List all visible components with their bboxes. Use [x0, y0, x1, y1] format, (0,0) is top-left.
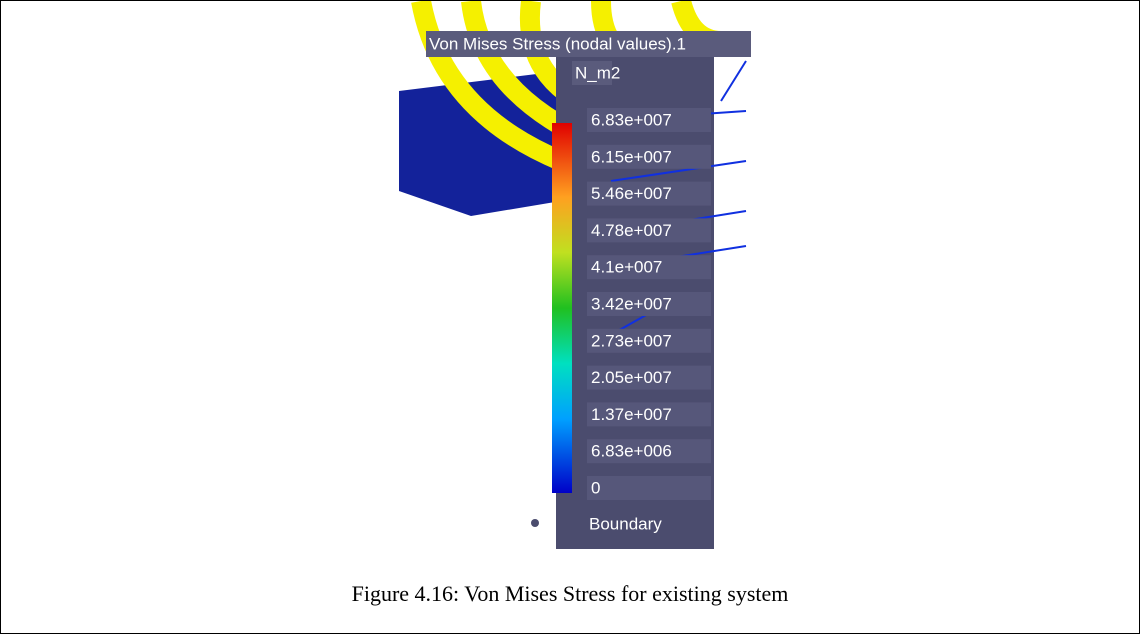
boundary-label: Boundary [589, 514, 662, 533]
document-page: Von Mises Stress (nodal values).1 N_m2 B… [0, 0, 1140, 634]
scale-label: 0 [591, 478, 600, 497]
scale-label: 2.05e+007 [591, 368, 672, 387]
scale-label: 6.83e+007 [591, 110, 672, 129]
scale-label: 5.46e+007 [591, 184, 672, 203]
scale-label: 3.42e+007 [591, 294, 672, 313]
scale-label: 4.1e+007 [591, 258, 662, 277]
legend-title: Von Mises Stress (nodal values).1 [429, 34, 686, 53]
scale-label: 2.73e+007 [591, 331, 672, 350]
boundary-dot [531, 519, 539, 527]
caption: Figure 4.16: Von Mises Stress for existi… [1, 581, 1139, 607]
scale-label-box [587, 476, 711, 500]
scale-label: 6.83e+006 [591, 442, 672, 461]
scale-label: 4.78e+007 [591, 221, 672, 240]
unit-label: N_m2 [575, 63, 620, 82]
scale-label: 1.37e+007 [591, 405, 672, 424]
color-bar [552, 123, 572, 493]
scale-label: 6.15e+007 [591, 147, 672, 166]
figure-image: Von Mises Stress (nodal values).1 N_m2 B… [1, 1, 1139, 561]
